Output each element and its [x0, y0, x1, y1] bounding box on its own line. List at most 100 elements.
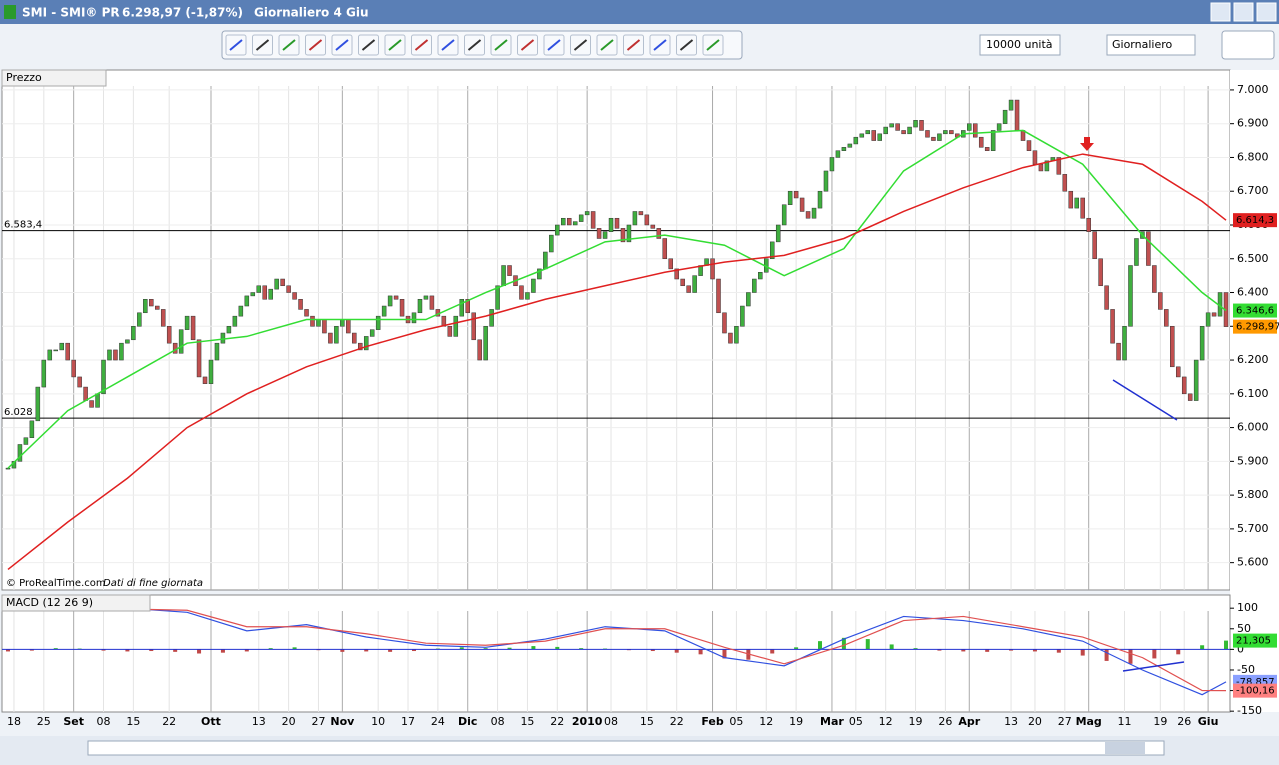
minimize-button[interactable]: [1210, 2, 1231, 22]
price-label: 21,305: [1236, 636, 1271, 647]
tool-icon: [414, 39, 429, 51]
toolbar-button[interactable]: [411, 34, 432, 56]
candle: [322, 319, 327, 334]
toolbar-button[interactable]: [331, 34, 353, 56]
toolbar-button[interactable]: [517, 34, 538, 56]
x-tick-label: 15: [640, 715, 654, 728]
timeframe-dropdown[interactable]: [1106, 34, 1196, 56]
x-tick-label: 24: [431, 715, 445, 728]
units-dropdown[interactable]: [979, 34, 1061, 56]
candle: [399, 299, 405, 317]
candle: [417, 299, 423, 314]
candle: [847, 143, 853, 148]
toolbar-button[interactable]: [596, 34, 618, 56]
candle: [71, 359, 76, 378]
candle: [614, 217, 620, 229]
candle: [178, 329, 184, 354]
x-tick-label: 2010: [572, 715, 603, 728]
toolbar-button[interactable]: [278, 34, 300, 56]
candle: [328, 332, 333, 344]
candle: [495, 285, 500, 310]
toolbar-button[interactable]: [623, 34, 644, 56]
candle: [626, 224, 632, 243]
candle: [1074, 197, 1079, 209]
candle: [184, 315, 190, 330]
axis-area: [1230, 70, 1279, 712]
y-tick-label: 6.900: [1237, 117, 1269, 130]
toolbar-button[interactable]: [464, 34, 485, 56]
histogram-bar: [913, 648, 918, 650]
toolbar-button[interactable]: [702, 34, 724, 56]
histogram-bar: [818, 641, 823, 650]
toolbar-button[interactable]: [490, 34, 512, 56]
toolbar-button[interactable]: [358, 34, 379, 56]
histogram-bar: [841, 637, 846, 650]
toolbar-button[interactable]: [252, 34, 273, 56]
x-tick-label: 05: [729, 715, 743, 728]
y-tick-label: 5.600: [1237, 556, 1269, 569]
candle: [1170, 326, 1175, 368]
candle: [1164, 309, 1169, 327]
tool-icon: [282, 39, 296, 51]
histogram-bar: [722, 649, 727, 659]
candle: [841, 147, 847, 151]
candle: [710, 258, 715, 280]
candle: [274, 278, 279, 290]
toolbar-button[interactable]: [225, 34, 247, 56]
scrollbar[interactable]: [87, 740, 1165, 756]
x-tick-label: 12: [879, 715, 893, 728]
candle: [149, 299, 154, 307]
toolbar-button[interactable]: [649, 34, 671, 56]
scroll-thumb[interactable]: [1105, 742, 1145, 754]
candle: [913, 120, 918, 128]
candle: [65, 342, 70, 361]
toolbar-button[interactable]: [384, 34, 406, 56]
histogram-bar: [53, 648, 58, 650]
candle: [35, 386, 41, 422]
tool-icon: [706, 39, 720, 51]
candle: [77, 376, 82, 388]
tool-icon: [467, 39, 482, 51]
candle: [680, 278, 685, 287]
timeframe-text: Giornaliero: [1112, 38, 1173, 51]
plot: 18 25 Set 08 15 22 Ott 13 20 27 Nov 10 17 24 Dic 08 15 22…: [2, 83, 1279, 728]
y-tick-label: 6.100: [1237, 387, 1269, 400]
indicator-button[interactable]: [1221, 30, 1275, 60]
toolbar-button[interactable]: [305, 34, 326, 56]
histogram-bar: [173, 649, 178, 652]
candle: [823, 170, 829, 192]
toolbar-button[interactable]: [570, 34, 591, 56]
candle: [393, 295, 399, 300]
candle: [1193, 359, 1199, 401]
candle: [172, 342, 178, 354]
candle: [208, 359, 214, 384]
candle: [369, 329, 375, 337]
tool-icon: [308, 39, 323, 51]
maximize-button[interactable]: [1233, 2, 1254, 22]
candle: [781, 204, 787, 226]
candle: [853, 136, 859, 145]
x-tick-label: 15: [520, 715, 534, 728]
price-label-bg: [1233, 213, 1277, 228]
x-tick-label: 20: [1028, 715, 1042, 728]
price-panel: [1, 69, 1231, 591]
histogram-bar: [292, 647, 297, 650]
histogram-bar: [1056, 649, 1061, 653]
candle: [901, 130, 906, 135]
candle: [722, 312, 727, 334]
histogram-bar: [770, 649, 775, 654]
candle: [1026, 140, 1032, 151]
x-tick-label: Feb: [701, 715, 724, 728]
price-label: -100,16: [1236, 686, 1275, 697]
toolbar-button[interactable]: [543, 34, 565, 56]
price-header: [1, 69, 107, 87]
histogram-bar: [483, 648, 488, 650]
x-tick-label: 19: [909, 715, 923, 728]
toolbar-button[interactable]: [437, 34, 459, 56]
close-button[interactable]: [1256, 2, 1277, 22]
candle: [1086, 217, 1091, 232]
toolbar-button[interactable]: [676, 34, 697, 56]
price-label: 6.298,97: [1236, 322, 1279, 333]
x-tick-label: 13: [1004, 715, 1018, 728]
x-tick-label: 10: [371, 715, 385, 728]
